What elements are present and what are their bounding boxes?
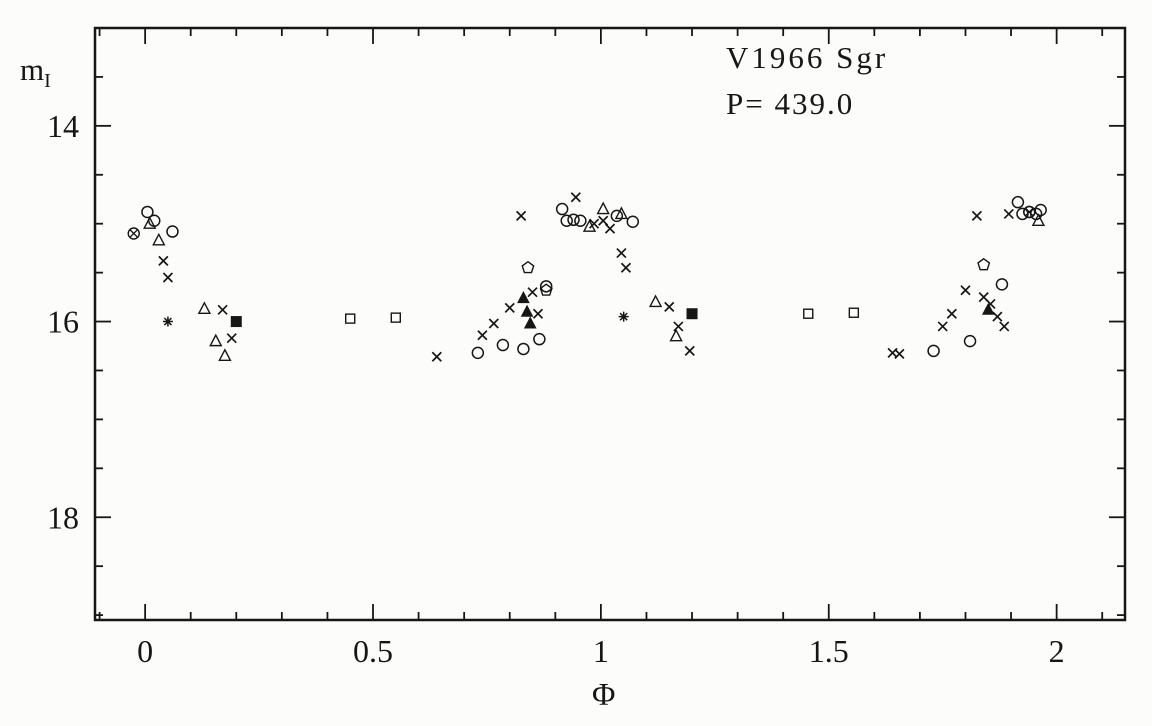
- point-open-circles: [963, 334, 977, 348]
- point-open-triangles: [218, 348, 232, 362]
- point-filled-squares: [686, 308, 698, 320]
- y-axis-label-main: m: [20, 52, 45, 87]
- point-crosses: [894, 348, 905, 359]
- point-open-circles: [560, 214, 573, 228]
- point-crosses: [570, 192, 581, 203]
- point-crosses: [946, 308, 957, 319]
- x-tick-label: 0.5: [353, 633, 393, 669]
- point-crosses: [971, 210, 982, 221]
- point-filled-triangles: [523, 316, 537, 329]
- point-open-circles: [567, 213, 580, 227]
- point-crosses: [616, 247, 627, 259]
- point-open-circles: [539, 280, 553, 293]
- point-crosses: [992, 311, 1003, 322]
- point-crosses: [158, 255, 169, 266]
- point-open-circles: [533, 332, 546, 346]
- point-open-circles: [555, 202, 569, 216]
- chart-title: V1966 Sgr: [726, 40, 889, 75]
- point-open-squares: [345, 313, 356, 324]
- point-open-triangles: [152, 232, 166, 246]
- point-open-circles: [141, 205, 154, 219]
- point-asterisks: [162, 316, 173, 327]
- point-open-squares: [848, 307, 860, 318]
- point-filled-squares: [230, 316, 242, 328]
- point-open-triangles: [209, 333, 223, 347]
- point-crosses: [999, 321, 1010, 332]
- y-tick-label: 18: [47, 499, 79, 535]
- point-circled-crosses: [1025, 207, 1034, 217]
- point-circled-crosses: [127, 227, 140, 240]
- plot-frame: [93, 26, 1127, 622]
- point-filled-triangles: [517, 290, 530, 304]
- point-open-triangles: [669, 328, 683, 342]
- x-axis-label: Φ: [592, 676, 616, 712]
- point-crosses: [477, 330, 488, 341]
- point-crosses: [527, 287, 538, 298]
- point-crosses: [937, 321, 948, 332]
- point-open-circles: [1016, 207, 1029, 221]
- point-asterisks: [618, 311, 629, 322]
- y-axis-label: mI: [20, 52, 51, 93]
- point-open-triangles: [1031, 213, 1046, 226]
- point-crosses: [488, 318, 499, 329]
- y-tick-label: 14: [47, 108, 79, 144]
- point-open-triangles: [596, 201, 610, 215]
- point-open-squares: [803, 308, 814, 319]
- point-crosses: [673, 321, 684, 332]
- point-open-circles: [1011, 195, 1025, 209]
- point-open-circles: [995, 278, 1009, 291]
- x-tick-label: 1.5: [809, 633, 849, 669]
- point-crosses: [1003, 208, 1014, 220]
- point-pentagons: [521, 260, 535, 274]
- point-crosses: [504, 302, 515, 313]
- point-open-circles: [927, 344, 940, 358]
- point-crosses: [620, 262, 632, 273]
- point-crosses: [532, 308, 544, 319]
- point-open-triangles: [143, 216, 157, 229]
- y-tick-label: 16: [47, 304, 79, 340]
- point-pentagons: [539, 283, 553, 296]
- point-crosses: [960, 285, 971, 296]
- point-open-triangles: [648, 294, 663, 308]
- x-tick-label: 2: [1049, 633, 1065, 669]
- point-crosses: [588, 218, 600, 229]
- point-crosses: [664, 301, 675, 312]
- point-open-triangles: [197, 301, 212, 315]
- x-tick-label: 1: [593, 633, 609, 669]
- point-open-circles: [147, 214, 161, 228]
- point-crosses: [162, 272, 174, 283]
- point-circled-crosses: [129, 229, 138, 238]
- point-open-circles: [471, 346, 485, 360]
- point-open-squares: [390, 312, 401, 323]
- point-crosses: [226, 333, 237, 344]
- point-crosses: [684, 345, 695, 357]
- point-crosses: [516, 210, 527, 221]
- point-filled-triangles: [520, 304, 534, 317]
- point-open-circles: [496, 338, 510, 352]
- point-filled-triangles: [981, 302, 995, 315]
- point-open-circles: [166, 225, 179, 238]
- point-open-triangles: [582, 219, 597, 232]
- point-open-triangles: [614, 206, 629, 220]
- point-circled-crosses: [1023, 205, 1036, 219]
- x-tick-label: 0: [137, 633, 153, 669]
- point-pentagons: [977, 257, 991, 271]
- chart-subtitle-period: P= 439.0: [726, 86, 855, 121]
- y-axis-label-sub: I: [44, 70, 51, 93]
- point-open-circles: [1034, 203, 1047, 217]
- point-crosses: [431, 351, 442, 362]
- point-open-circles: [626, 215, 640, 228]
- point-crosses: [604, 223, 616, 234]
- point-open-circles: [610, 209, 624, 223]
- point-open-circles: [574, 214, 587, 228]
- point-crosses: [217, 304, 228, 315]
- point-open-circles: [517, 342, 530, 356]
